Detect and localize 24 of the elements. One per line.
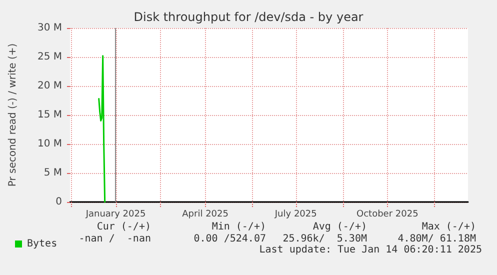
y-tick-label: 25 M [37,52,62,62]
text: Min (-/+) [212,222,266,232]
x-tick-label: October 2025 [356,210,418,220]
x-tick-label: July 2025 [274,210,317,220]
text: -nan / -nan [78,234,151,244]
text: Last update: Tue Jan 14 06:20:11 2025 [259,244,482,256]
text: 25.96k/ 5.30M [282,234,367,244]
y-tick-label: 15 M [37,110,62,120]
y-tick-label: 30 M [37,22,62,34]
text: Max (-/+) [422,222,476,232]
y-axis-title: Pr second read (-) / write (+) [8,43,18,187]
legend-label: Bytes [27,238,58,250]
x-tick-label: April 2025 [182,210,228,220]
y-tick-label: 5 M [44,168,62,178]
y-tick-label: 10 M [37,138,62,150]
chart-title: Disk throughput for /dev/sda - by year [134,10,364,24]
line-series [98,55,106,203]
text: Avg (-/+) [312,222,367,232]
text: Cur (-/+) [96,222,151,232]
text: 0.00 /524.07 [194,234,266,244]
x-tick-label: January 2025 [84,210,146,220]
y-tick-label: 0 [56,196,62,208]
text: 4.80M/ 61.18M [398,234,476,244]
y-tick-label: 20 M [37,80,62,92]
